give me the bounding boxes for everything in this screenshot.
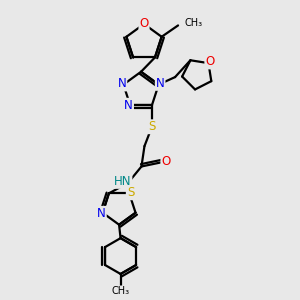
Text: N: N <box>124 99 133 112</box>
Text: HN: HN <box>114 175 131 188</box>
Text: O: O <box>140 17 149 31</box>
Text: CH₃: CH₃ <box>184 18 203 28</box>
Text: N: N <box>156 77 164 90</box>
Text: S: S <box>127 186 134 199</box>
Text: N: N <box>97 207 106 220</box>
Text: N: N <box>118 77 126 91</box>
Text: S: S <box>148 120 156 133</box>
Text: O: O <box>161 155 171 168</box>
Text: CH₃: CH₃ <box>112 286 130 296</box>
Text: O: O <box>205 56 214 68</box>
